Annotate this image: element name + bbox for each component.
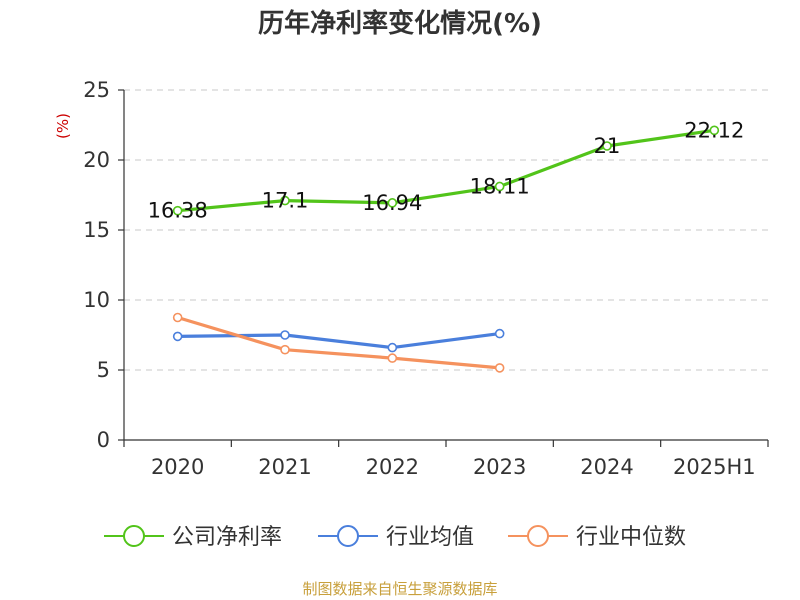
series-line-1	[176, 332, 502, 350]
grid-layer	[124, 89, 768, 371]
x-tick-label-2025H1: 2025H1	[673, 455, 756, 479]
series-2-point-2022[interactable]	[387, 353, 398, 363]
x-tick-label-2023: 2023	[473, 455, 526, 479]
series-1-point-2023[interactable]	[494, 328, 505, 339]
series-line-2	[176, 315, 502, 370]
legend-item-0[interactable]: 公司净利率	[104, 525, 282, 550]
series-0-point-2023[interactable]	[494, 181, 505, 192]
series-2-point-2021[interactable]	[280, 344, 290, 355]
y-tick-label-10: 10	[83, 288, 110, 312]
y-tick-label-0: 0	[97, 428, 110, 452]
legend-label: 行业中位数	[576, 525, 686, 550]
legend-marker-icon	[527, 525, 549, 547]
data-label-2025H1: 22.12	[684, 118, 744, 142]
legend-marker-icon	[123, 525, 145, 547]
series-1-point-2021[interactable]	[280, 330, 290, 340]
data-label-2023: 18.11	[470, 174, 530, 198]
legend-label: 行业均值	[386, 525, 474, 550]
series-line-0	[176, 128, 716, 213]
y-tick-label-5: 5	[97, 358, 110, 382]
legend-label: 公司净利率	[172, 525, 282, 550]
data-label-2024: 21	[594, 134, 621, 158]
data-label-2021: 17.1	[262, 189, 309, 213]
data-label-layer: 16.38 17.1 16.94 18.11 21 22.12	[148, 118, 745, 222]
legend-item-1[interactable]: 行业均值	[318, 525, 474, 550]
x-tick-label-2020: 2020	[151, 455, 204, 479]
series-0-point-2022[interactable]	[387, 198, 398, 208]
data-label-2022: 16.94	[362, 191, 422, 215]
series-0-point-2021[interactable]	[280, 195, 290, 206]
series-0-point-2025H1[interactable]	[709, 125, 720, 136]
x-tick-label-2022: 2022	[366, 455, 419, 479]
chart-title: 历年净利率变化情况(%)	[258, 8, 542, 39]
y-axis-unit-label: (%)	[54, 113, 72, 139]
legend-marker-icon	[337, 525, 359, 547]
series-layer	[172, 125, 720, 373]
series-0-point-2024[interactable]	[602, 141, 612, 151]
y-tick-label-20: 20	[83, 148, 110, 172]
x-tick-label-2021: 2021	[258, 455, 311, 479]
series-0-point-2020[interactable]	[172, 205, 183, 216]
series-2-point-2020[interactable]	[172, 312, 183, 323]
legend-item-2[interactable]: 行业中位数	[508, 525, 686, 550]
axis-layer: 0 5 10 15 20 25 2020 2021 2022 2023 2024 2025H1	[83, 78, 769, 479]
source-footnote: 制图数据来自恒生聚源数据库	[302, 580, 497, 598]
series-2-point-2023[interactable]	[494, 363, 505, 373]
series-1-point-2020[interactable]	[172, 331, 183, 342]
series-1-point-2022[interactable]	[387, 342, 398, 353]
legend: 公司净利率 行业均值 行业中位数	[104, 525, 686, 550]
x-tick-label-2024: 2024	[580, 455, 633, 479]
data-label-2020: 16.38	[148, 199, 208, 223]
y-tick-label-15: 15	[83, 218, 110, 242]
y-tick-label-25: 25	[83, 78, 110, 102]
